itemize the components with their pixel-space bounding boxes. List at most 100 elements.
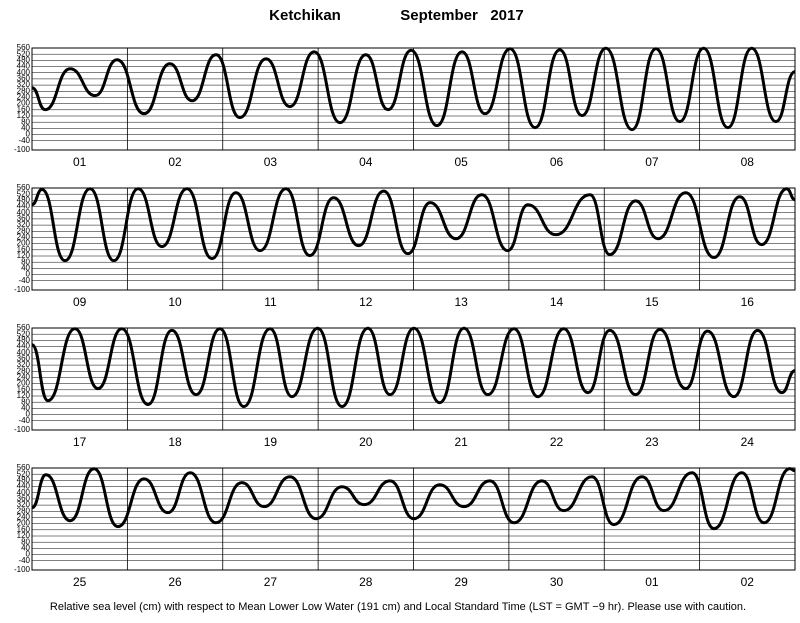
- y-tick-label: -40: [18, 136, 30, 145]
- y-tick-label: 40: [21, 403, 30, 412]
- x-tick-label: 23: [645, 435, 659, 449]
- y-tick-label: 560: [17, 323, 31, 332]
- y-tick-label: 440: [17, 342, 31, 351]
- y-tick-label: 520: [17, 189, 31, 198]
- y-tick-label: 400: [17, 68, 31, 77]
- y-tick-label: -40: [18, 276, 30, 285]
- y-tick-label: 240: [17, 233, 31, 242]
- x-tick-label: 22: [550, 435, 564, 449]
- y-tick-label: 280: [17, 86, 31, 95]
- y-tick-label: 360: [17, 214, 31, 223]
- x-tick-label: 01: [73, 155, 87, 169]
- x-tick-label: 05: [455, 155, 469, 169]
- y-tick-label: 320: [17, 360, 31, 369]
- x-tick-label: 08: [741, 155, 755, 169]
- plot-frame: [31, 187, 796, 291]
- x-tick-label: 10: [168, 295, 182, 309]
- plot-frame: [31, 47, 796, 151]
- x-tick-label: 03: [264, 155, 278, 169]
- y-tick-label: -100: [14, 425, 31, 434]
- x-tick-label: 01: [645, 575, 659, 589]
- y-tick-label: 560: [17, 43, 31, 52]
- y-tick-label: 520: [17, 469, 31, 478]
- x-tick-label: 27: [264, 575, 278, 589]
- y-tick-label: 200: [17, 379, 31, 388]
- y-tick-label: 160: [17, 245, 31, 254]
- y-tick-label: 280: [17, 366, 31, 375]
- footnote: Relative sea level (cm) with respect to …: [50, 601, 746, 613]
- y-tick-label: 160: [17, 525, 31, 534]
- panel: -100-40040801201602002402803203604004404…: [14, 183, 796, 309]
- y-tick-label: 40: [21, 543, 30, 552]
- tide-line: [30, 326, 796, 409]
- y-tick-label: 0: [26, 130, 31, 139]
- y-tick-label: 480: [17, 55, 31, 64]
- y-tick-label: 440: [17, 62, 31, 71]
- tide-line: [31, 187, 796, 263]
- y-tick-label: 200: [17, 239, 31, 248]
- panel: -100-40040801201602002402803203604004404…: [14, 323, 796, 449]
- chart-title: Ketchikan: [269, 7, 341, 24]
- y-tick-label: 400: [17, 348, 31, 357]
- y-tick-label: 560: [17, 463, 31, 472]
- y-tick-label: -100: [14, 285, 31, 294]
- y-tick-label: 80: [21, 257, 30, 266]
- y-tick-label: 320: [17, 220, 31, 229]
- y-tick-label: -40: [18, 556, 30, 565]
- y-tick-label: 480: [17, 335, 31, 344]
- y-tick-label: 0: [26, 270, 31, 279]
- y-tick-label: 80: [21, 117, 30, 126]
- y-tick-label: 360: [17, 74, 31, 83]
- y-tick-label: 520: [17, 49, 31, 58]
- y-tick-label: 440: [17, 482, 31, 491]
- x-tick-label: 25: [73, 575, 87, 589]
- y-tick-label: 240: [17, 513, 31, 522]
- y-tick-label: 80: [21, 397, 30, 406]
- plot-frame: [31, 467, 796, 571]
- y-tick-label: 120: [17, 111, 31, 120]
- y-tick-label: 520: [17, 329, 31, 338]
- panel: -100-40040801201602002402803203604004404…: [14, 463, 796, 589]
- panel: -100-40040801201602002402803203604004404…: [14, 43, 796, 169]
- x-tick-label: 26: [168, 575, 182, 589]
- y-tick-label: 480: [17, 475, 31, 484]
- y-tick-label: 160: [17, 385, 31, 394]
- y-tick-label: 320: [17, 80, 31, 89]
- y-tick-label: 360: [17, 494, 31, 503]
- x-tick-label: 19: [264, 435, 278, 449]
- y-tick-label: 200: [17, 99, 31, 108]
- y-tick-label: 480: [17, 195, 31, 204]
- x-tick-label: 07: [645, 155, 659, 169]
- y-tick-label: 240: [17, 373, 31, 382]
- y-tick-label: -40: [18, 416, 30, 425]
- y-tick-label: 200: [17, 519, 31, 528]
- x-tick-label: 18: [168, 435, 182, 449]
- y-tick-label: 80: [21, 537, 30, 546]
- y-tick-label: 240: [17, 93, 31, 102]
- y-tick-label: 560: [17, 183, 31, 192]
- y-tick-label: 280: [17, 226, 31, 235]
- x-tick-label: 12: [359, 295, 373, 309]
- y-tick-label: -100: [14, 145, 31, 154]
- x-tick-label: 13: [455, 295, 469, 309]
- tide-line: [31, 467, 796, 531]
- x-tick-label: 11: [264, 295, 277, 309]
- y-tick-label: 0: [26, 410, 31, 419]
- x-tick-label: 15: [645, 295, 659, 309]
- y-tick-label: 40: [21, 263, 30, 272]
- x-tick-label: 29: [455, 575, 469, 589]
- x-tick-label: 04: [359, 155, 373, 169]
- x-tick-label: 06: [550, 155, 564, 169]
- y-tick-label: 400: [17, 488, 31, 497]
- y-tick-label: 440: [17, 202, 31, 211]
- x-tick-label: 21: [455, 435, 469, 449]
- x-tick-label: 09: [73, 295, 87, 309]
- x-tick-label: 30: [550, 575, 564, 589]
- x-tick-label: 20: [359, 435, 373, 449]
- y-tick-label: 0: [26, 550, 31, 559]
- y-tick-label: -100: [14, 565, 31, 574]
- y-tick-label: 360: [17, 354, 31, 363]
- x-tick-label: 02: [168, 155, 182, 169]
